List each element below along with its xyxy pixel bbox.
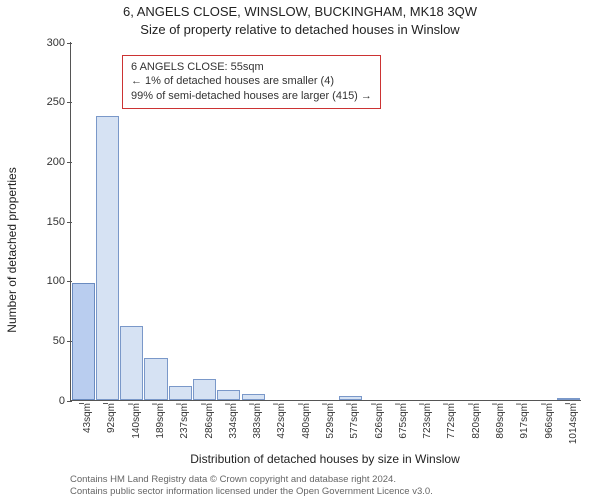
x-tick: 820sqm [471,403,482,439]
x-ticks: 43sqm 92sqm 140sqm 189sqm 237sqm 286sqm 334sqm… [70,400,580,452]
histogram-bar [169,386,192,400]
y-tick: 200 [47,156,71,168]
y-axis-label: Number of detached properties [5,167,19,332]
x-axis-label: Distribution of detached houses by size … [70,452,580,466]
x-tick: 189sqm [155,403,166,439]
property-size-histogram: 6, ANGELS CLOSE, WINSLOW, BUCKINGHAM, MK… [0,0,600,500]
y-tick: 300 [47,37,71,49]
x-tick: 723sqm [422,403,433,439]
y-tick: 100 [47,275,71,287]
histogram-bar [120,326,143,400]
x-tick: 529sqm [325,403,336,439]
x-tick: 383sqm [252,403,263,439]
histogram-bar [96,116,119,400]
x-tick: 237sqm [179,403,190,439]
x-tick: 917sqm [519,403,530,439]
x-tick: 92sqm [106,403,117,433]
x-tick: 772sqm [446,403,457,439]
x-tick: 334sqm [228,403,239,439]
y-tick: 50 [53,335,71,347]
histogram-bar [217,390,240,400]
chart-title-address: 6, ANGELS CLOSE, WINSLOW, BUCKINGHAM, MK… [0,4,600,19]
x-tick: 286sqm [204,403,215,439]
histogram-bar [144,358,167,400]
x-tick: 626sqm [374,403,385,439]
x-tick: 577sqm [349,403,360,439]
chart-subtitle: Size of property relative to detached ho… [0,22,600,37]
annotation-box: 6 ANGELS CLOSE: 55sqm← 1% of detached ho… [122,55,381,110]
x-tick: 1014sqm [568,403,579,444]
footer-line-1: Contains HM Land Registry data © Crown c… [70,474,433,486]
footer-line-2: Contains public sector information licen… [70,486,433,498]
x-tick: 966sqm [544,403,555,439]
annotation-line: 99% of semi-detached houses are larger (… [131,89,372,104]
x-tick: 675sqm [398,403,409,439]
x-tick: 140sqm [131,403,142,439]
y-tick: 150 [47,216,71,228]
plot-area: 050100150200250300 6 ANGELS CLOSE: 55sqm… [70,42,581,401]
x-tick: 869sqm [495,403,506,439]
footer-attribution: Contains HM Land Registry data © Crown c… [70,474,433,498]
x-tick: 432sqm [276,403,287,439]
x-tick: 480sqm [301,403,312,439]
y-tick: 250 [47,96,71,108]
annotation-line: 6 ANGELS CLOSE: 55sqm [131,60,372,75]
x-tick: 43sqm [82,403,93,433]
annotation-line: ← 1% of detached houses are smaller (4) [131,74,372,89]
histogram-bar [193,379,216,400]
histogram-bar [72,283,95,400]
